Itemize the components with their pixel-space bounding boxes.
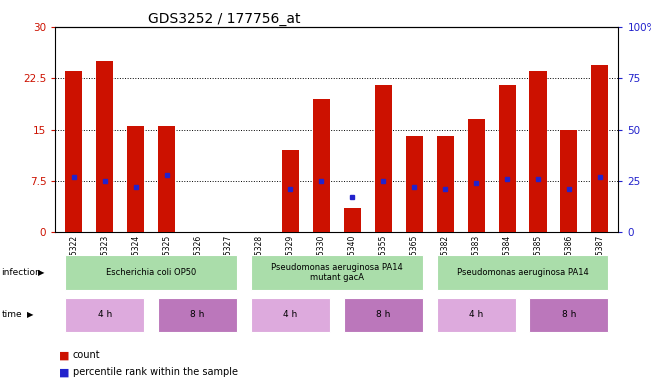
Text: 8 h: 8 h — [191, 310, 205, 319]
Text: ■: ■ — [59, 350, 69, 360]
Text: 4 h: 4 h — [469, 310, 483, 319]
Text: ▶: ▶ — [27, 310, 34, 319]
Bar — [344, 209, 361, 232]
Text: Pseudomonas aeruginosa PA14: Pseudomonas aeruginosa PA14 — [456, 268, 589, 277]
Bar — [437, 136, 454, 232]
Text: count: count — [73, 350, 100, 360]
Text: Escherichia coli OP50: Escherichia coli OP50 — [106, 268, 197, 277]
Text: 4 h: 4 h — [283, 310, 298, 319]
Bar — [467, 119, 484, 232]
Bar — [128, 126, 145, 232]
Text: time: time — [1, 310, 22, 319]
Bar — [499, 85, 516, 232]
Bar — [529, 71, 546, 232]
Bar — [282, 150, 299, 232]
Bar — [96, 61, 113, 232]
Text: ▶: ▶ — [38, 268, 44, 277]
Bar — [561, 130, 577, 232]
Text: GDS3252 / 177756_at: GDS3252 / 177756_at — [148, 12, 301, 25]
Bar — [158, 126, 175, 232]
Bar — [375, 85, 392, 232]
Bar — [406, 136, 422, 232]
Text: 8 h: 8 h — [376, 310, 391, 319]
Text: ■: ■ — [59, 367, 69, 377]
Text: 4 h: 4 h — [98, 310, 112, 319]
Text: percentile rank within the sample: percentile rank within the sample — [73, 367, 238, 377]
Text: infection: infection — [1, 268, 41, 277]
Text: Pseudomonas aeruginosa PA14
mutant gacA: Pseudomonas aeruginosa PA14 mutant gacA — [271, 263, 403, 282]
Bar — [65, 71, 83, 232]
Bar — [313, 99, 330, 232]
Text: 8 h: 8 h — [562, 310, 576, 319]
Bar — [591, 65, 609, 232]
